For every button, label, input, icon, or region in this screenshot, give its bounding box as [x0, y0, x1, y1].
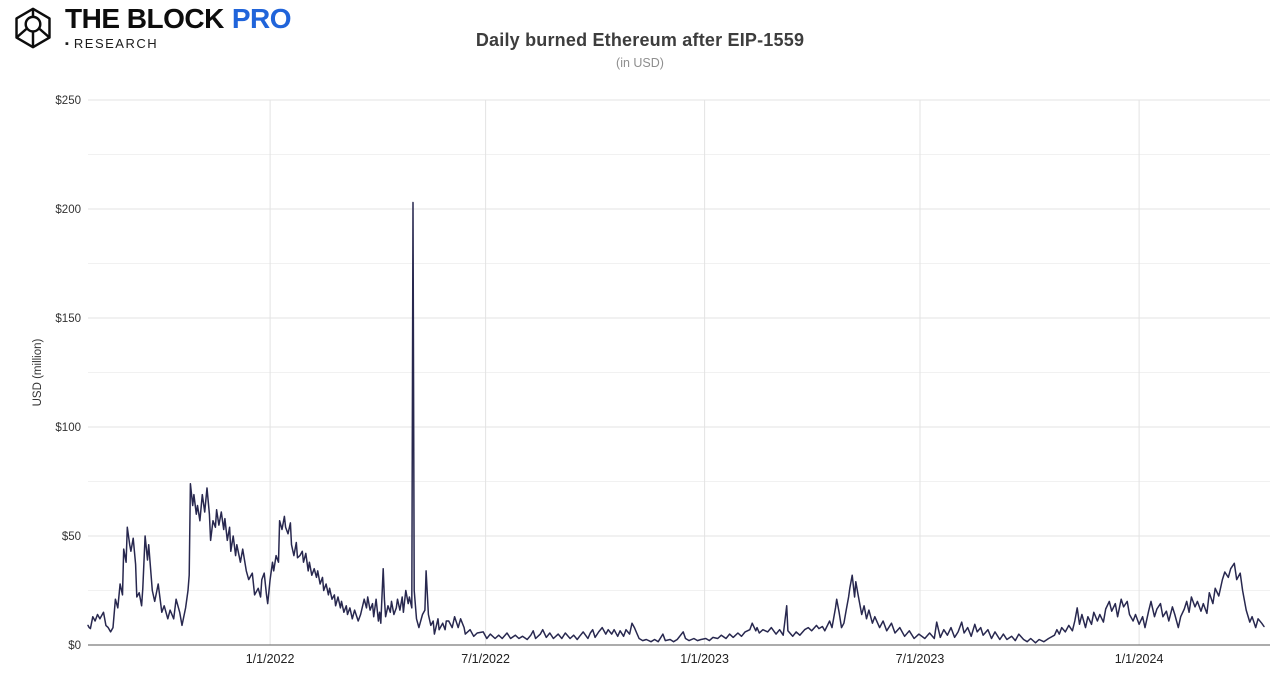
y-tick-label: $250 — [55, 95, 81, 107]
x-tick-label: 1/1/2023 — [680, 652, 729, 666]
y-tick-label: $200 — [55, 204, 81, 216]
y-axis-title: USD (million) — [32, 338, 44, 406]
y-tick-label: $150 — [55, 313, 81, 325]
y-tick-label: $100 — [55, 422, 81, 434]
x-tick-label: 1/1/2024 — [1115, 652, 1164, 666]
burn-series-line — [87, 201, 1265, 644]
x-tick-label: 1/1/2022 — [246, 652, 295, 666]
y-tick-label: $50 — [62, 531, 81, 543]
y-tick-label: $0 — [68, 640, 81, 652]
x-tick-label: 7/1/2022 — [461, 652, 510, 666]
x-tick-label: 7/1/2023 — [896, 652, 945, 666]
